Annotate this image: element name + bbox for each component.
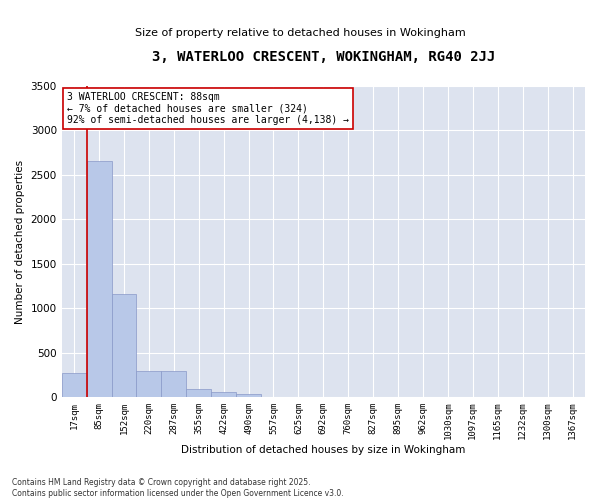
Bar [86,160,112,397]
Text: 3 WATERLOO CRESCENT: 88sqm
← 7% of detached houses are smaller (324)
92% of semi: 3 WATERLOO CRESCENT: 88sqm ← 7% of detac… [67,92,349,126]
Bar [186,388,211,397]
Bar [211,392,236,397]
Bar [62,373,86,397]
Bar [112,294,136,397]
Text: Contains HM Land Registry data © Crown copyright and database right 2025.
Contai: Contains HM Land Registry data © Crown c… [12,478,344,498]
Title: 3, WATERLOO CRESCENT, WOKINGHAM, RG40 2JJ: 3, WATERLOO CRESCENT, WOKINGHAM, RG40 2J… [152,50,495,64]
Bar [161,371,186,397]
Y-axis label: Number of detached properties: Number of detached properties [15,160,25,324]
Text: Size of property relative to detached houses in Wokingham: Size of property relative to detached ho… [134,28,466,38]
X-axis label: Distribution of detached houses by size in Wokingham: Distribution of detached houses by size … [181,445,466,455]
Bar [136,371,161,397]
Bar [236,394,261,397]
